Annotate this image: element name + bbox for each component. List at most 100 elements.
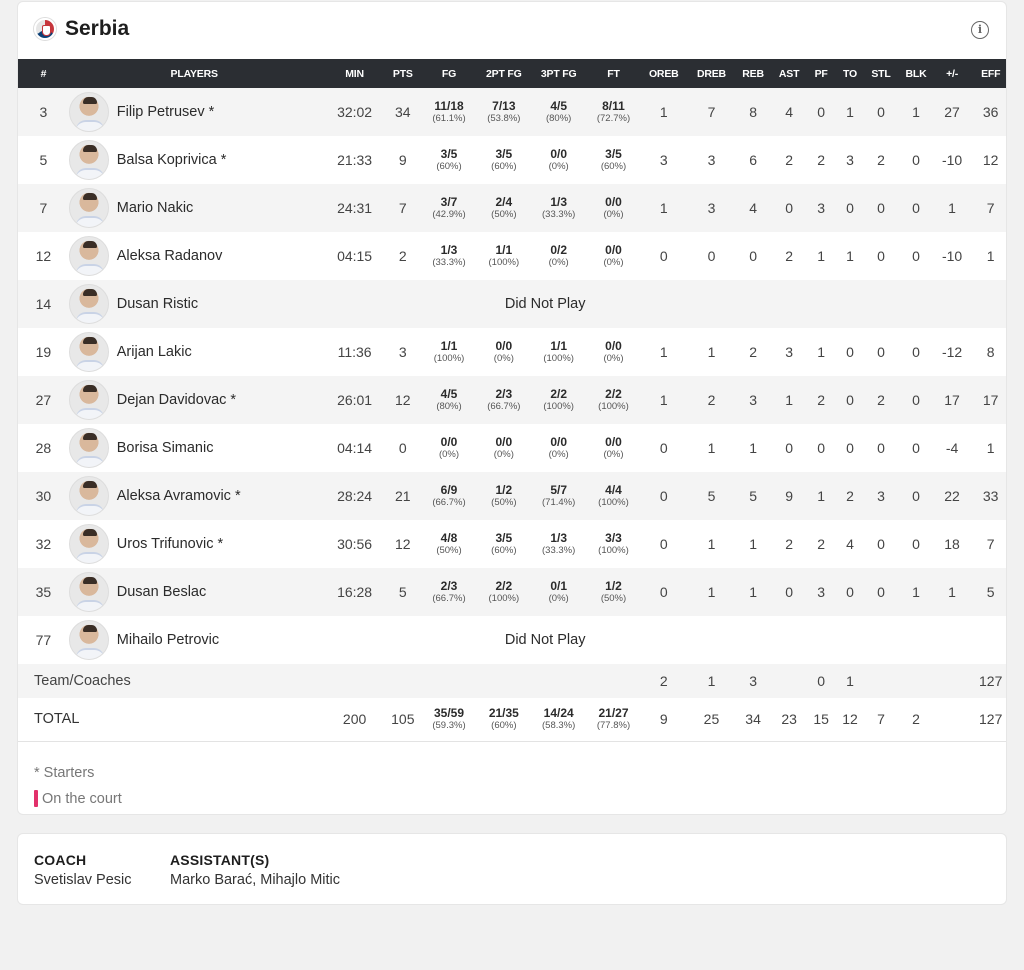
player-cell: Uros Trifunovic * [68, 520, 320, 568]
column-header: 3PT FG [540, 67, 577, 80]
fg-made-attempted: 0/0 [440, 435, 458, 449]
player-name[interactable]: Arijan Lakic [116, 344, 192, 360]
fg: 11/18 (61.1%) [416, 88, 482, 136]
stat-ast: 2 [785, 248, 794, 264]
player-row[interactable]: 28 Borisa Simanic 04:14 0 0/0 (0%) 0/0 (0%) 0/0(… [18, 424, 1006, 472]
player-row[interactable]: 12 Aleksa Radanov 04:15 2 1/3 (33.3%) 1/1 (100%… [18, 232, 1006, 280]
player-avatar [68, 92, 109, 132]
free-throws-made-attempted: 3/3 [605, 531, 622, 545]
two-point-fg-percentage: (66.7%) [487, 401, 521, 412]
points: 2 [398, 248, 407, 264]
player-name[interactable]: Aleksa Radanov [116, 248, 223, 264]
three-point-fg-percentage: (0%) [548, 593, 569, 604]
player-row[interactable]: 77 Mihailo Petrovic Did Not Play [18, 616, 1006, 664]
team-coaches-row: Team/Coaches 2 1 3 0 1 127 [18, 664, 1006, 698]
player-name[interactable]: Aleksa Avramovic * [116, 488, 241, 504]
player-row[interactable]: 3 Filip Petrusev * 32:02 34 11/18 (61.1%) 7/13… [18, 88, 1006, 136]
stat-pf: 2 [817, 536, 825, 552]
stat-pf: 1 [817, 344, 825, 360]
stat-ast: 9 [785, 488, 794, 504]
stat-ast: 3 [785, 344, 794, 360]
stat-stl: 0 [877, 344, 885, 360]
stat-reb: 4 [749, 200, 757, 216]
total-stat-to: 12 [842, 711, 858, 728]
three-point-fg-made-attempted: 5/7 [550, 483, 567, 497]
total-stat-pm [931, 698, 974, 741]
jersey-number: 19 [35, 344, 52, 360]
player-avatar [68, 380, 109, 420]
total-stat-pf: 15 [813, 711, 829, 728]
coach-name: Svetislav Pesic [34, 872, 132, 888]
free-throws: 3/5 (60%) [592, 136, 636, 184]
free-throws-percentage: (100%) [598, 545, 629, 556]
stat-reb: 5 [749, 488, 757, 504]
player-row[interactable]: 35 Dusan Beslac 16:28 5 2/3 (66.7%) 2/2 (100%) 0… [18, 568, 1006, 616]
player-row[interactable]: 5 Balsa Koprivica * 21:33 9 3/5 (60%) 3/5 (60%)… [18, 136, 1006, 184]
stat-pf: 0 [817, 440, 825, 456]
stat-dreb: 3 [707, 200, 716, 216]
player-row[interactable]: 27 Dejan Davidovac * 26:01 12 4/5 (80%) 2/3 (66… [18, 376, 1006, 424]
player-name[interactable]: Mihailo Petrovic [116, 632, 220, 648]
player-name[interactable]: Borisa Simanic [116, 440, 214, 456]
total-two-point-fg-made-attempted: 21/35 [488, 706, 519, 721]
two-point-fg-percentage: (100%) [488, 593, 520, 604]
stat-reb: 3 [749, 392, 757, 408]
points: 9 [398, 152, 407, 168]
two-point-fg-made-attempted: 1/1 [495, 243, 513, 257]
free-throws-made-attempted: 1/2 [605, 579, 622, 593]
two-point-fg-made-attempted: 0/0 [495, 339, 513, 353]
player-row[interactable]: 19 Arijan Lakic 11:36 3 1/1 (100%) 0/0 (0%) 1/1(… [18, 328, 1006, 376]
stat-eff: 33 [982, 488, 999, 504]
free-throws-made-attempted: 0/0 [605, 435, 622, 449]
player-name[interactable]: Balsa Koprivica * [116, 152, 227, 168]
fg-made-attempted: 11/18 [434, 99, 464, 113]
two-point-fg: 3/5 (60%) [482, 136, 526, 184]
team-stat-eff: 127 [979, 673, 1003, 689]
player-avatar [68, 524, 109, 564]
fg-made-attempted: 1/3 [440, 243, 458, 257]
player-name[interactable]: Dejan Davidovac * [116, 392, 237, 408]
stat-blk: 0 [912, 200, 920, 216]
stat-eff: 7 [986, 200, 995, 216]
fg: 3/5 (60%) [416, 136, 482, 184]
player-row[interactable]: 32 Uros Trifunovic * 30:56 12 4/8 (50%) 3/5 (60… [18, 520, 1006, 568]
player-info: Dejan Davidovac * [68, 380, 320, 420]
player-row[interactable]: 14 Dusan Ristic Did Not Play [18, 280, 1006, 328]
stat-pm: 18 [944, 536, 960, 552]
info-icon[interactable]: i [971, 21, 989, 39]
free-throws: 0/0 (0%) [592, 328, 636, 376]
total-stat-dreb: 25 [703, 711, 720, 728]
player-name[interactable]: Filip Petrusev * [116, 104, 215, 120]
fg-percentage: (0%) [438, 449, 460, 460]
player-name[interactable]: Mario Nakic [116, 200, 194, 216]
fg-made-attempted: 3/5 [440, 147, 458, 161]
serbia-flag-icon [34, 18, 56, 40]
stat-eff: 17 [982, 392, 999, 408]
minutes: 21:33 [337, 152, 373, 168]
stat-pm: 27 [944, 104, 960, 120]
player-name[interactable]: Uros Trifunovic * [116, 536, 224, 552]
player-name[interactable]: Dusan Ristic [116, 296, 199, 312]
stat-reb: 0 [749, 248, 757, 264]
player-avatar [68, 428, 109, 468]
free-throws: 0/0 (0%) [592, 184, 636, 232]
player-name[interactable]: Dusan Beslac [116, 584, 207, 600]
stat-blk: 0 [912, 344, 920, 360]
empty-stats [731, 280, 1006, 328]
stat-blk: 1 [912, 584, 920, 600]
stat-reb: 1 [749, 440, 757, 456]
player-cell: Arijan Lakic [68, 328, 320, 376]
player-row[interactable]: 30 Aleksa Avramovic * 28:24 21 6/9 (66.7%) 1/2… [18, 472, 1006, 520]
coaching-staff-card: COACH Svetislav Pesic ASSISTANT(S) Marko… [17, 833, 1007, 905]
stat-stl: 0 [877, 440, 885, 456]
player-info: Dusan Ristic [68, 284, 320, 324]
two-point-fg: 2/4 (50%) [482, 184, 526, 232]
two-point-fg-percentage: (60%) [491, 161, 517, 172]
points: 34 [395, 104, 411, 120]
player-row[interactable]: 7 Mario Nakic 24:31 7 3/7 (42.9%) 2/4 (50%) 1/3(… [18, 184, 1006, 232]
free-throws-made-attempted: 0/0 [605, 243, 622, 257]
three-point-fg-made-attempted: 1/3 [550, 531, 567, 545]
two-point-fg-percentage: (50%) [491, 497, 517, 508]
boxscore-card: Serbia i # PLAYERS MIN PTS FG 2PT FG 3PT FG FT O… [17, 1, 1007, 815]
stat-ast: 2 [785, 152, 794, 168]
